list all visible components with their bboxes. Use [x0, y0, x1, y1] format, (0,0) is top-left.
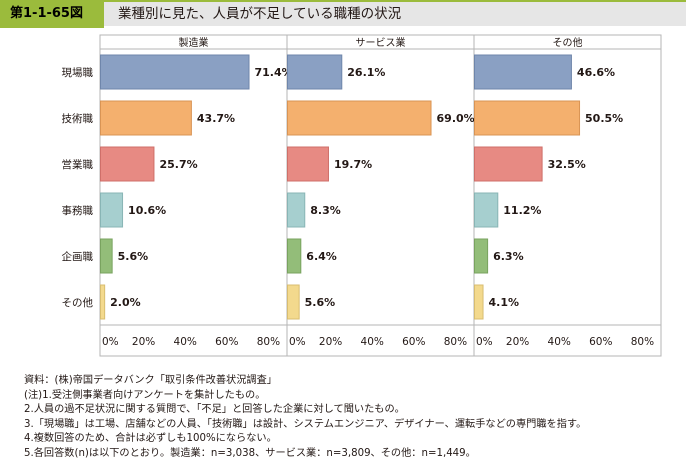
bar: [474, 146, 543, 182]
note-4: 4.複数回答のため、合計は必ずしも100%にならない。: [24, 433, 277, 445]
category-label: 事務職: [62, 204, 94, 217]
data-label: 50.5%: [585, 112, 623, 125]
x-tick-label: 60%: [589, 336, 612, 348]
figure-title: 業種別に見た、人員が不足している職種の状況: [118, 6, 402, 22]
bar: [100, 146, 155, 182]
figure-number: 第1-1-65図: [0, 0, 104, 28]
x-tick-label: 80%: [444, 336, 467, 348]
data-label: 25.7%: [159, 158, 197, 171]
bar: [287, 284, 300, 320]
data-label: 5.6%: [118, 250, 149, 263]
data-label: 69.0%: [437, 112, 475, 125]
note-source: 資料：(株)帝国データバンク「取引条件改善状況調査」: [24, 375, 277, 386]
x-tick-label: 20%: [506, 336, 529, 348]
bar: [287, 192, 306, 228]
data-label: 6.4%: [306, 250, 337, 263]
bar: [474, 238, 489, 274]
x-tick-label: 0%: [289, 336, 306, 348]
data-label: 8.3%: [310, 204, 341, 217]
notes-block: 資料：(株)帝国データバンク「取引条件改善状況調査」 (注)1.受注側事業者向け…: [24, 374, 586, 462]
data-label: 43.7%: [197, 112, 235, 125]
x-tick-label: 20%: [319, 336, 342, 348]
x-tick-label: 0%: [476, 336, 493, 348]
note-1: (注)1.受注側事業者向けアンケートを集計したもの。: [24, 389, 266, 401]
data-label: 26.1%: [347, 66, 385, 79]
bar: [287, 100, 432, 136]
bar: [287, 238, 302, 274]
data-label: 6.3%: [493, 250, 524, 263]
data-label: 19.7%: [334, 158, 372, 171]
x-tick-label: 40%: [361, 336, 384, 348]
x-tick-label: 60%: [402, 336, 425, 348]
bar: [474, 192, 499, 228]
bar: [474, 284, 484, 320]
data-label: 10.6%: [128, 204, 166, 217]
data-label: 4.1%: [489, 296, 520, 309]
bar: [474, 100, 581, 136]
bar: [100, 238, 113, 274]
category-label: 現場職: [62, 66, 94, 79]
x-tick-label: 20%: [132, 336, 155, 348]
panel-title: その他: [553, 36, 583, 49]
x-tick-label: 40%: [548, 336, 571, 348]
x-tick-label: 80%: [257, 336, 280, 348]
title-bar: 第1-1-65図 業種別に見た、人員が不足している職種の状況: [0, 0, 686, 28]
x-tick-label: 40%: [174, 336, 197, 348]
bar: [100, 284, 106, 320]
category-label: 企画職: [62, 250, 94, 263]
x-tick-label: 80%: [631, 336, 654, 348]
category-label: その他: [62, 296, 94, 309]
note-3: 3.「現場職」は工場、店舗などの人員、「技術職」は設計、システムエンジニア、デザ…: [24, 418, 587, 430]
data-label: 2.0%: [110, 296, 141, 309]
bar: [100, 100, 192, 136]
x-tick-label: 0%: [102, 336, 119, 348]
x-tick-label: 60%: [215, 336, 238, 348]
chart-frame: [99, 34, 662, 357]
category-label: 営業職: [62, 158, 94, 171]
data-label: 11.2%: [503, 204, 541, 217]
bar: [287, 146, 329, 182]
category-label: 技術職: [62, 112, 94, 125]
bar: [100, 54, 250, 90]
bar: [287, 54, 343, 90]
note-5: 5.各回答数(n)は以下のとおり。製造業：n=3,038、サービス業：n=3,8…: [24, 447, 476, 459]
data-label: 5.6%: [305, 296, 336, 309]
data-label: 71.4%: [255, 66, 293, 79]
note-2: 2.人員の過不足状況に関する質問で、「不足」と回答した企業に対して聞いたもの。: [24, 404, 405, 416]
bar: [474, 54, 572, 90]
data-label: 32.5%: [548, 158, 586, 171]
panel-title: サービス業: [356, 36, 406, 49]
data-label: 46.6%: [577, 66, 615, 79]
bar-chart: 現場職技術職営業職事務職企画職その他製造業71.4%43.7%25.7%10.6…: [62, 34, 662, 357]
bar: [100, 192, 124, 228]
panel-title: 製造業: [179, 36, 209, 49]
